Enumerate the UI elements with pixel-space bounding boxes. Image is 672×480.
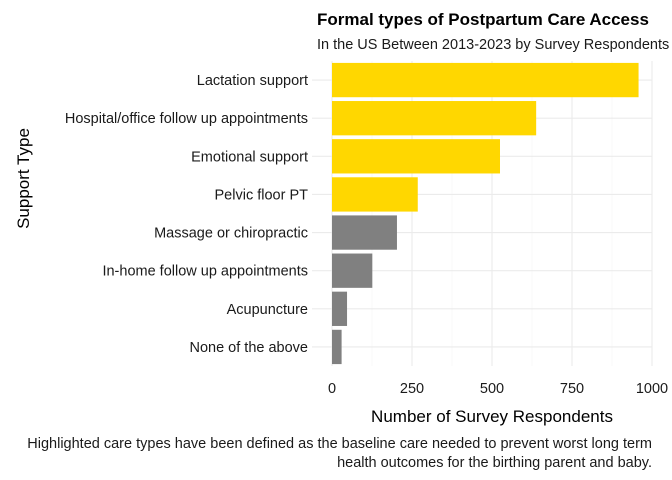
- category-label: None of the above: [189, 340, 308, 356]
- bar: [332, 215, 397, 250]
- caption-line-1: Highlighted care types have been defined…: [27, 436, 652, 452]
- chart-title: Formal types of Postpartum Care Access: [317, 10, 649, 29]
- x-tick-label: 500: [480, 381, 504, 397]
- bar: [332, 139, 500, 174]
- bar: [332, 291, 348, 326]
- bars: [332, 62, 639, 365]
- category-label: Emotional support: [191, 149, 308, 165]
- x-tick-labels: 0 250 500 750 1000: [328, 381, 668, 397]
- x-tick-label: 750: [560, 381, 584, 397]
- chart-subtitle: In the US Between 2013-2023 by Survey Re…: [317, 37, 669, 53]
- y-axis-title: Support Type: [14, 128, 33, 229]
- category-label: Hospital/office follow up appointments: [65, 111, 308, 127]
- category-labels: Lactation support Hospital/office follow …: [65, 73, 308, 356]
- bar: [332, 62, 639, 98]
- bar: [332, 329, 342, 365]
- x-tick-label: 1000: [636, 381, 668, 397]
- x-tick-label: 250: [400, 381, 424, 397]
- category-label: Lactation support: [197, 73, 308, 89]
- category-label: Massage or chiropractic: [154, 226, 308, 242]
- bar: [332, 253, 373, 288]
- caption-line-2: health outcomes for the birthing parent …: [337, 455, 652, 471]
- category-label: Acupuncture: [227, 302, 308, 318]
- bar: [332, 177, 418, 212]
- category-label: In-home follow up appointments: [102, 264, 308, 280]
- x-tick-label: 0: [328, 381, 336, 397]
- category-label: Pelvic floor PT: [215, 187, 309, 203]
- x-axis-title: Number of Survey Respondents: [371, 407, 613, 426]
- bar: [332, 101, 537, 136]
